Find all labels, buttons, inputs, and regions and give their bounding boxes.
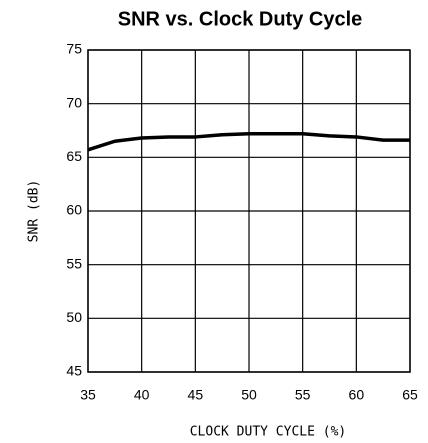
y-tick-label: 70 [66,94,82,110]
y-tick-label: 65 [66,148,82,164]
y-tick-label: 60 [66,202,82,218]
x-tick-label: 35 [80,387,96,403]
y-tick-label: 50 [66,309,82,325]
x-axis-label: CLOCK DUTY CYCLE (%) [190,425,347,440]
x-tick-label: 45 [188,387,204,403]
x-tick-label: 55 [295,387,311,403]
y-tick-label: 45 [66,363,82,379]
chart-title: SNR vs. Clock Duty Cycle [118,8,363,30]
x-tick-label: 40 [134,387,150,403]
plot-frame [87,49,411,373]
data-line [87,131,410,152]
y-tick-label: 55 [66,255,82,271]
x-tick-label: 60 [349,387,365,403]
x-tick-label: 65 [402,387,418,403]
y-axis-label: SNR (dB) [27,180,42,243]
x-tick-label: 50 [241,387,257,403]
y-tick-label: 75 [66,41,82,57]
